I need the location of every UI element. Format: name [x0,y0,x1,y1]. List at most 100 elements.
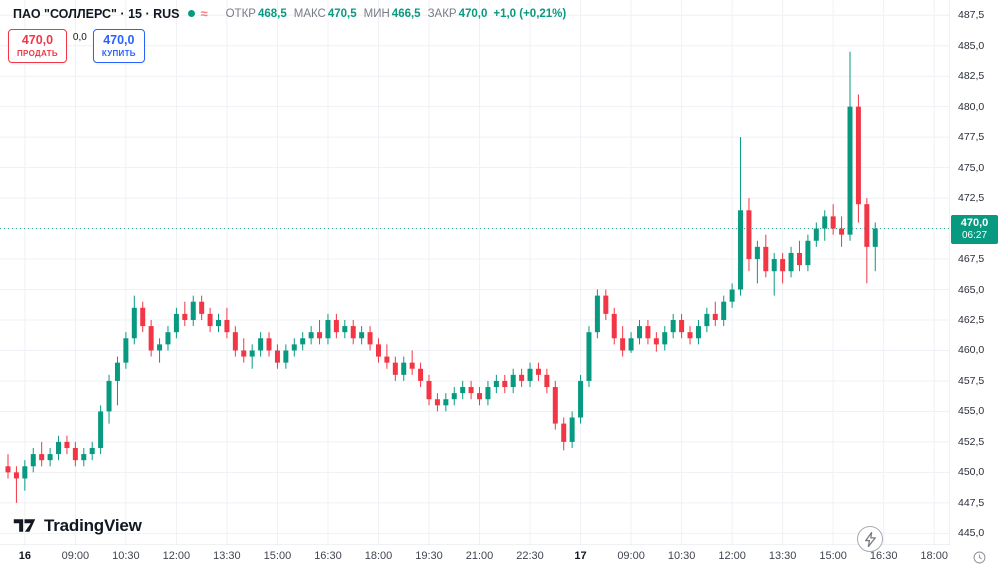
candle-body [552,387,558,424]
candle-body [662,332,668,345]
candle-body [754,246,760,260]
time-axis[interactable]: 16 09:00 10:30 12:00 13:30 15:00 16:30 18:00 19:… [0,545,1000,567]
time-axis-label: 09:00 [617,550,645,562]
candle-body [308,332,314,339]
candle-body [653,338,659,345]
candle-body [569,417,575,442]
candle-body [796,252,802,266]
price-axis-label: 477,5 [958,131,985,144]
candle-body [72,447,78,461]
candle-body [603,295,609,314]
time-axis-label: 22:30 [516,550,544,562]
candle-body [738,210,744,290]
candle-body [637,326,642,339]
candle-body [443,399,449,406]
spread-value: 0,0 [72,32,87,43]
candle-body [123,338,129,363]
candle-body [342,326,348,333]
candle-body [13,472,19,479]
time-axis-label: 10:30 [667,550,696,562]
tradingview-logo[interactable]: TradingView [12,513,142,538]
candle-body [746,210,752,260]
candle-body [771,259,777,272]
candle-body [679,319,685,333]
candle-body [30,454,36,467]
high-label: МАКС [293,7,326,20]
candle-body [325,319,331,339]
candle-body [578,380,584,418]
open-label: ОТКР [225,7,256,20]
time-axis-label: 16:30 [314,550,342,562]
candle-body [384,356,390,363]
low-label: МИН [363,7,390,20]
timezone-clock-icon[interactable] [973,551,986,567]
candle-body [712,313,718,320]
open-value: 468,5 [257,7,287,20]
candle-body [359,332,365,339]
candle-body [401,362,407,375]
candle-body [729,289,735,302]
countdown-timer: 06:27 [961,229,988,241]
candle-body [140,307,146,327]
buy-label: КУПИТЬ [101,48,136,58]
candle-body [182,313,188,320]
candle-body [763,246,769,272]
candle-body [813,228,819,241]
candle-body [114,362,120,381]
candle-body [216,319,221,327]
time-axis-label: 15:00 [819,550,847,562]
buy-button[interactable]: 470,0 КУПИТЬ [92,29,145,63]
price-axis-label: 480,0 [958,100,985,113]
close-label: ЗАКР [427,7,457,20]
candle-body [367,332,373,345]
time-axis-label: 16:30 [869,550,898,562]
candle-body [704,313,710,327]
time-axis-label: 16 [18,550,31,562]
candle-body [847,106,853,235]
price-axis-label: 452,5 [958,435,985,448]
price-axis-label: 465,0 [958,283,985,296]
candle-body [131,307,137,339]
candle-body [872,228,878,247]
candle-body [81,454,87,461]
candle-body [173,313,179,333]
time-axis-label: 17 [574,550,587,562]
price-axis[interactable]: 487,5 485,0 482,5 480,0 477,5 475,0 472,5 470,0… [950,0,1000,545]
candle-body [22,466,28,479]
price-axis-label: 460,0 [958,344,985,357]
candle-body [839,228,845,235]
time-axis-label: 18:00 [364,550,393,562]
quick-trade-button[interactable] [857,526,883,552]
candle-body [628,338,634,351]
candle-body [375,344,381,357]
candle-body [165,332,171,345]
candle-body [460,387,466,394]
candle-body [333,319,339,333]
lightning-icon [864,531,876,547]
change-value: +1,0 (+0,21%) [493,7,567,20]
sell-button[interactable]: 470,0 ПРОДАТЬ [8,29,67,63]
price-axis-label: 475,0 [958,161,985,174]
current-price-value: 470,0 [960,216,989,229]
tradingview-logo-text: TradingView [44,515,142,535]
price-axis-label: 482,5 [958,70,985,83]
price-axis-label: 472,5 [958,192,985,205]
price-axis-label: 485,0 [958,39,985,52]
price-axis-label: 450,0 [958,466,985,479]
candle-body [224,319,230,333]
candle-body [527,368,533,381]
time-axis-label: 19:30 [415,550,443,562]
time-axis-label: 15:00 [263,550,292,562]
candle-body [409,362,415,369]
candle-body [468,387,474,394]
trade-panel: 470,0 ПРОДАТЬ 0,0 470,0 КУПИТЬ [8,29,145,63]
candle-body [822,216,828,229]
legend-bar: ПАО "СОЛЛЕРС" · 15 · RUS ≈ ОТКР 468,5 МАК… [13,6,566,21]
candle-body [249,350,255,357]
candle-body [780,259,786,272]
candle-body [190,301,196,320]
symbol-title[interactable]: ПАО "СОЛЛЕРС" · 15 · RUS [13,6,180,21]
low-value: 466,5 [391,7,421,20]
time-axis-label: 21:00 [465,550,494,562]
